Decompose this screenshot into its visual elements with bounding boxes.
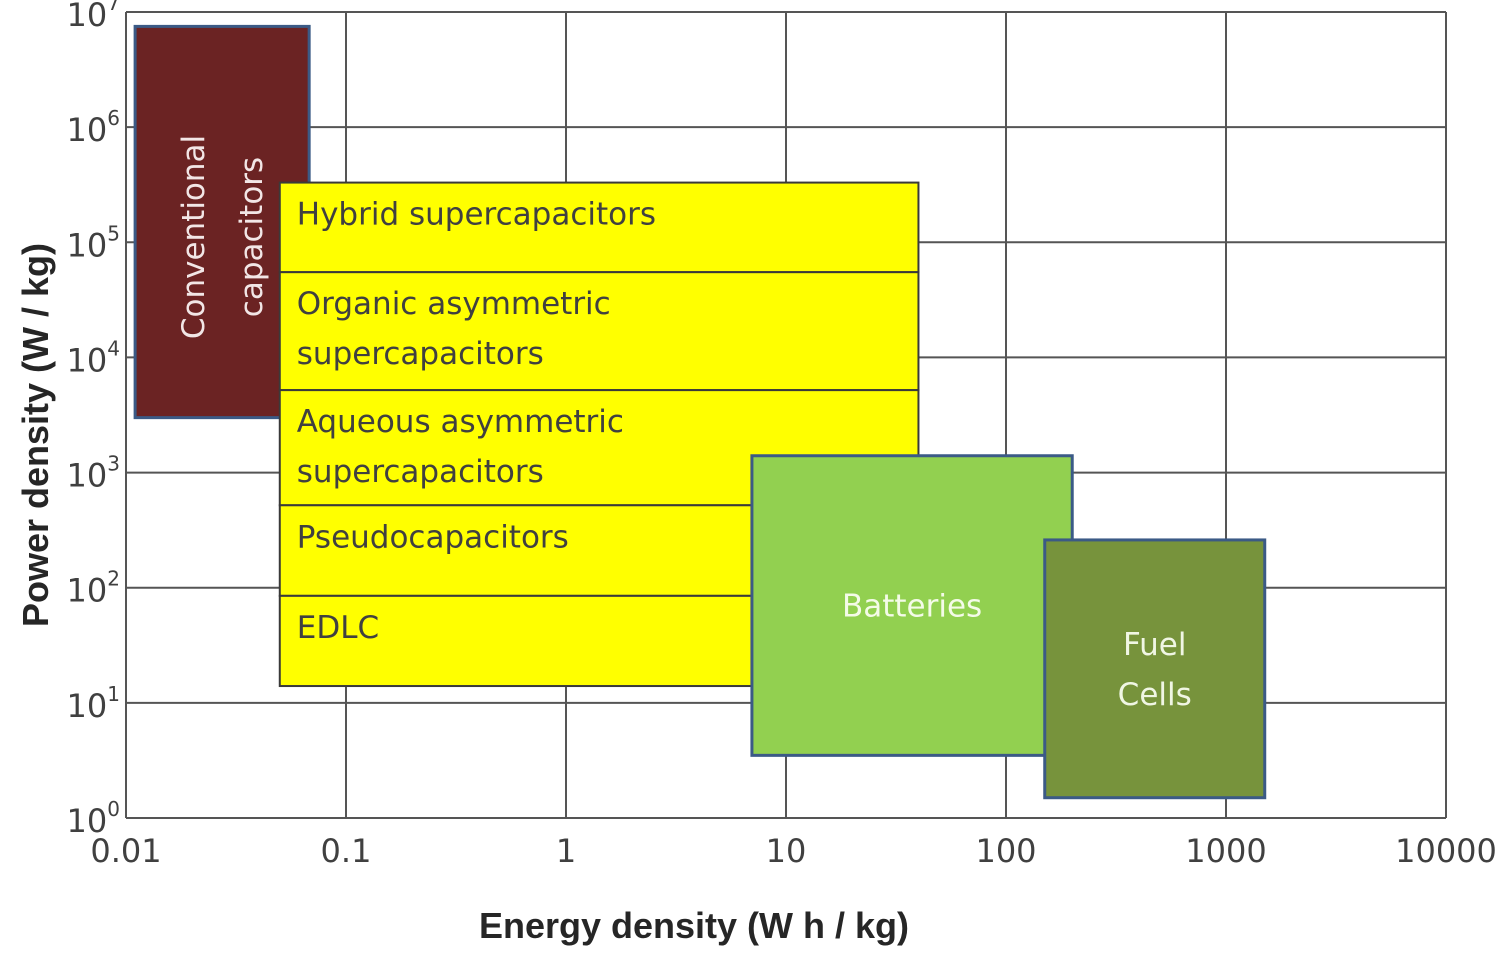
region-label: Fuel — [1123, 627, 1186, 663]
y-tick-label: 100 — [67, 797, 120, 840]
y-tick-label: 102 — [67, 567, 120, 610]
region-label: Organic asymmetric — [297, 286, 611, 322]
x-tick-label: 0.1 — [321, 832, 372, 870]
region-box — [278, 181, 920, 274]
region-label: supercapacitors — [297, 454, 544, 490]
x-tick-label: 1 — [556, 832, 576, 870]
y-tick-label: 105 — [67, 221, 120, 264]
region-label: capacitors — [234, 157, 270, 317]
x-axis-title: Energy density (W h / kg) — [479, 905, 909, 946]
y-axis-title: Power density (W / kg) — [15, 243, 56, 627]
x-tick-labels: 0.01 0.1 1 10 100 1000 10000 — [90, 832, 1497, 870]
region-label: Hybrid supercapacitors — [297, 197, 656, 233]
region-box — [278, 271, 920, 392]
x-tick-label: 100 — [975, 832, 1036, 870]
y-tick-label: 104 — [67, 336, 120, 379]
y-tick-labels: 100 101 102 103 104 105 106 107 — [67, 0, 120, 840]
region-label: Batteries — [842, 589, 982, 625]
x-tick-label: 1000 — [1185, 832, 1266, 870]
region-box — [1043, 538, 1267, 800]
region-label: Pseudocapacitors — [297, 519, 569, 555]
y-tick-label: 103 — [67, 452, 120, 495]
y-tick-label: 107 — [67, 0, 120, 34]
y-tick-label: 106 — [67, 106, 120, 149]
x-tick-label: 10 — [766, 832, 807, 870]
regions: Conventional capacitors Hybrid supercapaci… — [133, 24, 1267, 800]
region-label: Conventional — [176, 135, 212, 339]
y-tick-label: 101 — [67, 682, 120, 725]
x-tick-label: 10000 — [1395, 832, 1497, 870]
region-label: EDLC — [297, 610, 379, 646]
region-label: Cells — [1118, 677, 1192, 713]
region-label: Aqueous asymmetric — [297, 404, 624, 440]
region-label: supercapacitors — [297, 336, 544, 372]
x-tick-label: 0.01 — [90, 832, 161, 870]
